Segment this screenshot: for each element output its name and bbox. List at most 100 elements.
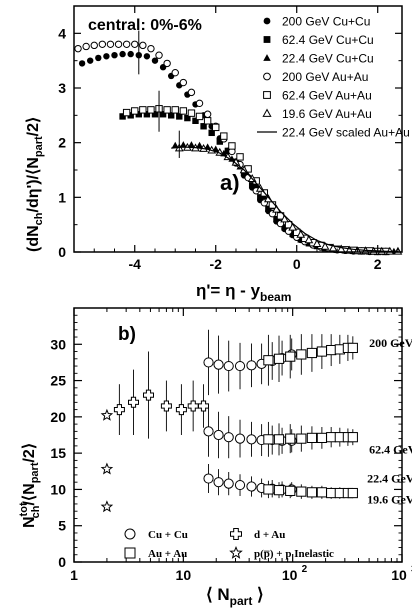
data-point-s2-0 bbox=[203, 426, 214, 437]
panel-b-y-axis-label-sub2: part bbox=[29, 462, 41, 483]
panel-a-y-axis-label-part1: (dN bbox=[25, 225, 42, 252]
panel-b-y-axis-label-end: /2⟩ bbox=[21, 443, 38, 463]
data-point-s3-2 bbox=[285, 433, 296, 444]
data-point-s3-2 bbox=[90, 41, 98, 50]
legend-marker-2 bbox=[124, 547, 136, 559]
data-point-s4-13 bbox=[228, 142, 236, 150]
panel-a-legend: 200 GeV Cu+Cu 62.4 GeV Cu+Cu 22.4 GeV Cu+C… bbox=[257, 15, 410, 140]
legend-label-5: 19.6 GeV Au+Au bbox=[282, 107, 372, 121]
data-point-s6-6 bbox=[198, 400, 209, 412]
legend-label-0: Cu + Cu bbox=[148, 529, 188, 541]
panel-b-y-axis-label-sub: ch bbox=[30, 505, 42, 518]
data-point-s1-22 bbox=[297, 236, 304, 243]
data-point-s0-2 bbox=[223, 360, 234, 372]
panel-a: -4 -2 0 2 0 1 2 3 4 central: 0%-6% a) η'= η - yb… bbox=[25, 5, 410, 304]
data-point-s2-1 bbox=[179, 141, 187, 148]
data-point-s1-11 bbox=[208, 129, 215, 137]
data-point-s3-9 bbox=[347, 432, 358, 443]
data-point-s3-10 bbox=[155, 51, 163, 59]
panel-b-y-axis-label-main: N bbox=[21, 516, 38, 528]
x-tick-label-0: -4 bbox=[129, 256, 142, 272]
data-point-s4-3 bbox=[234, 479, 246, 491]
data-point-s3-14 bbox=[187, 88, 196, 97]
data-point-s4-11 bbox=[212, 123, 220, 132]
y-tick-label-1: 1 bbox=[58, 189, 66, 205]
data-point-s1-9 bbox=[192, 117, 199, 124]
y-tick-label-5: 25 bbox=[50, 373, 66, 389]
data-point-s0-4 bbox=[111, 52, 118, 59]
data-point-s3-8 bbox=[139, 41, 147, 50]
data-point-s0-6 bbox=[127, 50, 134, 58]
x-tick-label-3: 2 bbox=[374, 256, 382, 272]
data-point-s3-6 bbox=[122, 40, 131, 48]
x-tick-label-0: 1 bbox=[70, 567, 78, 583]
legend-marker-0 bbox=[124, 528, 136, 540]
data-point-s5-3 bbox=[296, 486, 307, 497]
data-point-s1-1 bbox=[273, 353, 285, 364]
data-point-s1-5 bbox=[159, 111, 167, 118]
panel-a-annotation: central: 0%-6% bbox=[88, 17, 202, 34]
data-point-s2-1 bbox=[213, 429, 224, 441]
data-point-s1-3 bbox=[143, 111, 151, 118]
data-point-s0-3 bbox=[234, 360, 246, 372]
panel-a-y-axis-label-sub2: part bbox=[33, 136, 45, 157]
data-point-s4-10 bbox=[203, 117, 212, 125]
data-point-s5-18 bbox=[320, 241, 330, 250]
data-point-s4-9 bbox=[195, 112, 204, 121]
data-point-s3-13 bbox=[179, 78, 188, 87]
data-point-s1-6 bbox=[167, 112, 175, 119]
data-point-s3-7 bbox=[131, 40, 139, 48]
data-point-s4-8 bbox=[187, 109, 196, 117]
data-point-s1-10 bbox=[200, 123, 207, 130]
legend-marker-1 bbox=[230, 528, 242, 540]
data-point-s4-2 bbox=[139, 106, 147, 114]
data-point-s1-18 bbox=[265, 205, 272, 213]
x-tick-label-2: 0 bbox=[293, 256, 301, 272]
data-point-s7-0 bbox=[100, 408, 114, 421]
panel-b-legend: Cu + Cu d + Au Au + Au p(p̅) + p Inelastic bbox=[124, 528, 334, 560]
data-point-s3-5 bbox=[114, 40, 123, 48]
data-point-s1-6 bbox=[326, 344, 337, 356]
data-point-s3-3 bbox=[98, 40, 107, 48]
data-point-s1-0 bbox=[263, 355, 274, 366]
data-point-s1-3 bbox=[296, 349, 307, 360]
data-point-s1-19 bbox=[273, 216, 280, 223]
data-point-s5-13 bbox=[280, 214, 289, 223]
data-point-s1-4 bbox=[306, 347, 318, 359]
panel-b-label: b) bbox=[118, 324, 136, 345]
panel-b-ticks: 110102103051015202530 bbox=[50, 308, 412, 583]
y-tick-label-2: 2 bbox=[58, 135, 66, 151]
data-point-s5-9 bbox=[347, 487, 358, 499]
data-point-s0-9 bbox=[151, 57, 159, 64]
panel-a-data-marks bbox=[74, 30, 403, 256]
panel-a-label: a) bbox=[220, 170, 240, 195]
data-point-s2-0 bbox=[171, 141, 179, 149]
energy-label-2: 22.4 GeV (Cu) bbox=[367, 472, 412, 486]
panel-a-ticks: -4 -2 0 2 0 1 2 3 4 bbox=[58, 6, 402, 272]
data-point-s5-4 bbox=[306, 487, 318, 498]
y-tick-label-3: 15 bbox=[50, 445, 66, 461]
data-point-s6-5 bbox=[187, 400, 199, 412]
data-point-s4-3 bbox=[147, 106, 155, 114]
data-point-s4-7 bbox=[179, 107, 188, 115]
panel-a-frame bbox=[73, 5, 403, 253]
data-point-s0-2 bbox=[95, 54, 102, 62]
x-tick-label-1: -2 bbox=[210, 256, 223, 272]
data-point-s1-15 bbox=[240, 170, 248, 177]
data-point-s3-15 bbox=[195, 99, 204, 108]
data-point-s3-1 bbox=[273, 434, 285, 445]
data-point-s0-8 bbox=[143, 53, 151, 60]
legend-label-3: 200 GeV Au+Au bbox=[282, 70, 368, 84]
data-point-s3-12 bbox=[171, 68, 179, 77]
data-point-s1-23 bbox=[305, 240, 313, 247]
data-point-s1-17 bbox=[257, 194, 264, 201]
panel-a-x-axis-label: η'= η - ybeam bbox=[196, 281, 291, 304]
data-point-s4-0 bbox=[203, 473, 214, 484]
data-point-s6-0 bbox=[113, 404, 125, 416]
data-point-s5-14 bbox=[288, 222, 298, 231]
data-point-s3-9 bbox=[147, 44, 155, 53]
panel-b-x-axis-label-sub: part bbox=[230, 594, 253, 608]
legend-label-6: 22.4 GeV scaled Au+Au bbox=[282, 126, 410, 140]
panel-a-y-axis-label-sub1: ch bbox=[33, 212, 45, 225]
